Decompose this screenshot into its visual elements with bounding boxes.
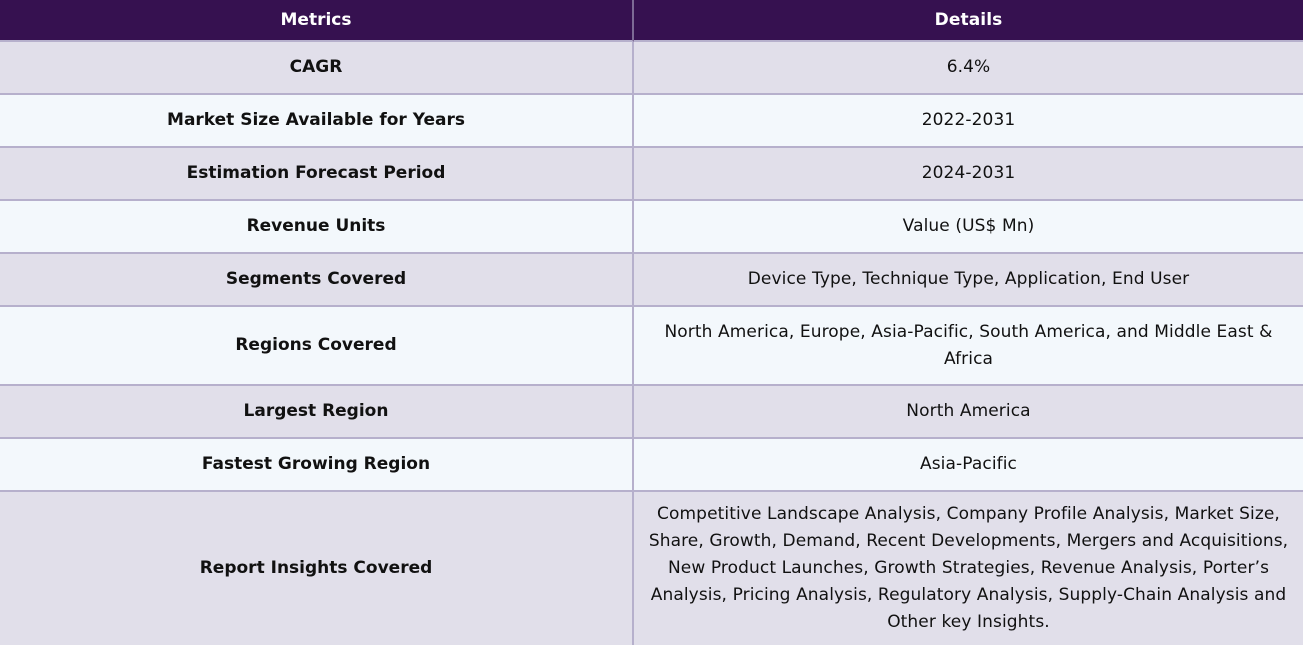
row-market-size-years-detail: 2022-2031 <box>634 95 1303 148</box>
row-segments-covered-detail: Device Type, Technique Type, Application… <box>634 254 1303 307</box>
row-fastest-growing-region-metric: Fastest Growing Region <box>0 439 634 492</box>
row-revenue-units-metric: Revenue Units <box>0 201 634 254</box>
row-forecast-period-metric: Estimation Forecast Period <box>0 148 634 201</box>
row-report-insights-metric: Report Insights Covered <box>0 492 634 645</box>
row-forecast-period-detail: 2024-2031 <box>634 148 1303 201</box>
row-largest-region-detail: North America <box>634 386 1303 439</box>
row-market-size-years-metric: Market Size Available for Years <box>0 95 634 148</box>
row-revenue-units-detail: Value (US$ Mn) <box>634 201 1303 254</box>
row-cagr-metric: CAGR <box>0 42 634 95</box>
row-fastest-growing-region-detail: Asia-Pacific <box>634 439 1303 492</box>
row-segments-covered-metric: Segments Covered <box>0 254 634 307</box>
row-report-insights-detail: Competitive Landscape Analysis, Company … <box>634 492 1303 645</box>
table-header-details: Details <box>634 0 1303 42</box>
row-cagr-detail: 6.4% <box>634 42 1303 95</box>
row-regions-covered-detail: North America, Europe, Asia-Pacific, Sou… <box>634 307 1303 386</box>
row-regions-covered-metric: Regions Covered <box>0 307 634 386</box>
table-header-metrics: Metrics <box>0 0 634 42</box>
row-largest-region-metric: Largest Region <box>0 386 634 439</box>
